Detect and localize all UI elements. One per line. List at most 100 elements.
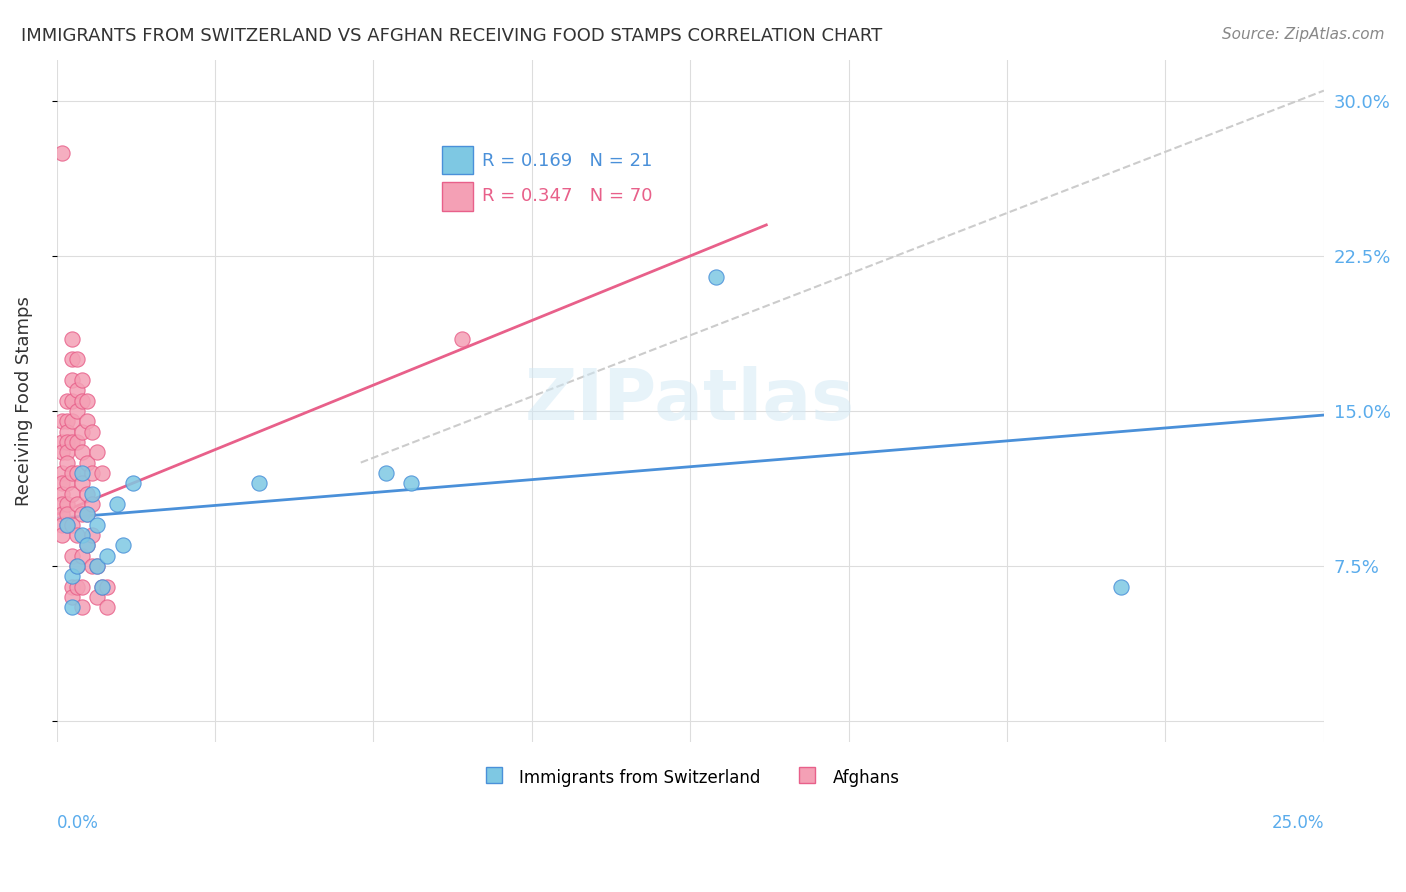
Point <box>91 580 114 594</box>
Point <box>51 517 73 532</box>
Point <box>70 425 93 439</box>
Point <box>51 486 73 500</box>
Point <box>51 497 73 511</box>
Point <box>86 558 108 573</box>
Point <box>82 466 104 480</box>
Point <box>70 393 93 408</box>
Text: 0.0%: 0.0% <box>56 814 98 832</box>
Point <box>70 528 93 542</box>
Point <box>86 517 108 532</box>
Point <box>55 393 77 408</box>
Point <box>76 507 98 521</box>
Point <box>66 466 89 480</box>
Point <box>66 383 89 397</box>
Point <box>51 434 73 449</box>
Point <box>82 558 104 573</box>
Point <box>60 332 83 346</box>
Text: R = 0.347   N = 70: R = 0.347 N = 70 <box>482 187 652 205</box>
Point <box>60 486 83 500</box>
Point <box>91 580 114 594</box>
Point <box>111 538 134 552</box>
Point <box>51 414 73 428</box>
Point <box>60 393 83 408</box>
Point <box>60 580 83 594</box>
Point <box>82 497 104 511</box>
Text: 25.0%: 25.0% <box>1271 814 1324 832</box>
Text: IMMIGRANTS FROM SWITZERLAND VS AFGHAN RECEIVING FOOD STAMPS CORRELATION CHART: IMMIGRANTS FROM SWITZERLAND VS AFGHAN RE… <box>21 27 883 45</box>
Point <box>66 352 89 367</box>
Point <box>76 538 98 552</box>
Point <box>60 569 83 583</box>
Point <box>704 269 727 284</box>
Point <box>60 590 83 604</box>
Point <box>91 466 114 480</box>
Point <box>96 580 118 594</box>
Point <box>55 507 77 521</box>
Point <box>70 445 93 459</box>
Point <box>60 466 83 480</box>
Point <box>55 414 77 428</box>
Text: ZIPatlas: ZIPatlas <box>526 366 855 435</box>
Point <box>76 393 98 408</box>
Point <box>76 486 98 500</box>
Point <box>51 145 73 160</box>
Point <box>76 414 98 428</box>
Point <box>55 497 77 511</box>
Point <box>51 445 73 459</box>
Point <box>375 466 398 480</box>
Point <box>76 507 98 521</box>
Point <box>55 445 77 459</box>
Point <box>401 476 423 491</box>
Point <box>107 497 129 511</box>
Point <box>70 373 93 387</box>
Point <box>70 476 93 491</box>
Point <box>66 558 89 573</box>
FancyBboxPatch shape <box>441 183 472 211</box>
Point <box>66 404 89 418</box>
Point <box>55 517 77 532</box>
Point <box>76 538 98 552</box>
Point <box>51 466 73 480</box>
Point <box>82 528 104 542</box>
Text: Source: ZipAtlas.com: Source: ZipAtlas.com <box>1222 27 1385 42</box>
Point <box>247 476 270 491</box>
Point <box>60 549 83 563</box>
Point <box>96 600 118 615</box>
Point <box>60 352 83 367</box>
Point <box>60 434 83 449</box>
Point <box>82 425 104 439</box>
Point <box>66 528 89 542</box>
Point <box>60 517 83 532</box>
Point <box>86 590 108 604</box>
Point <box>55 425 77 439</box>
Point <box>55 476 77 491</box>
Point <box>55 517 77 532</box>
Legend: Immigrants from Switzerland, Afghans: Immigrants from Switzerland, Afghans <box>474 761 905 795</box>
Point <box>70 466 93 480</box>
Point <box>70 549 93 563</box>
Point <box>96 549 118 563</box>
Point <box>55 434 77 449</box>
Point <box>51 528 73 542</box>
Point <box>76 456 98 470</box>
Point <box>82 486 104 500</box>
Point <box>60 373 83 387</box>
Point <box>66 497 89 511</box>
Point <box>70 600 93 615</box>
FancyBboxPatch shape <box>441 146 472 175</box>
Point <box>66 558 89 573</box>
Point <box>121 476 143 491</box>
Point <box>70 580 93 594</box>
Point <box>70 507 93 521</box>
Point <box>55 456 77 470</box>
Point <box>451 332 474 346</box>
Point <box>1109 580 1132 594</box>
Point <box>86 445 108 459</box>
Point <box>60 600 83 615</box>
Y-axis label: Receiving Food Stamps: Receiving Food Stamps <box>15 295 32 506</box>
Point <box>51 507 73 521</box>
Point <box>51 476 73 491</box>
Point <box>66 434 89 449</box>
Point <box>66 580 89 594</box>
Point <box>86 558 108 573</box>
